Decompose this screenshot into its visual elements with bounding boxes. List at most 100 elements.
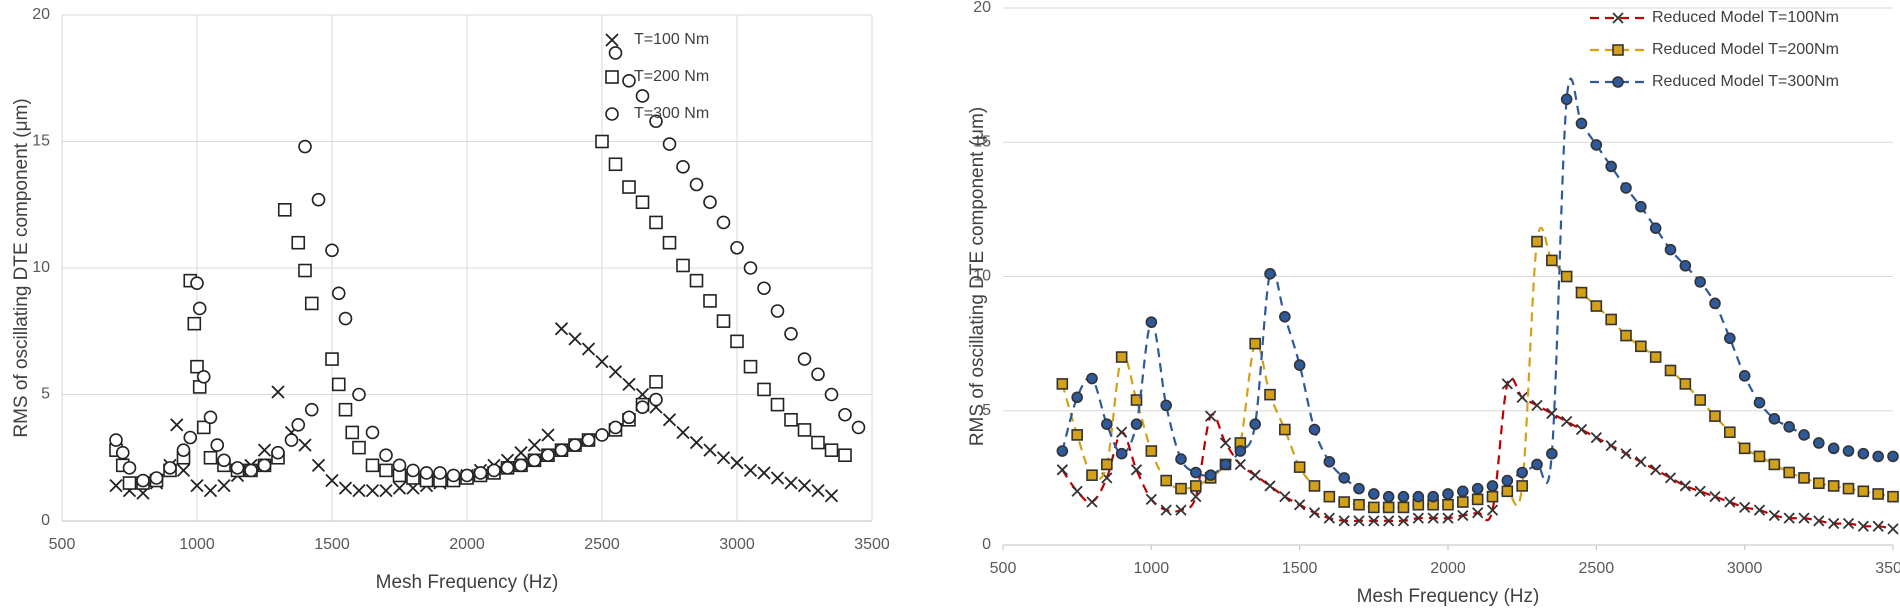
marker-circle: [797, 352, 812, 366]
marker-square: [1694, 394, 1706, 406]
marker-x: [608, 365, 623, 379]
marker-circle: [824, 387, 839, 402]
marker-circle: [770, 304, 785, 318]
marker-circle: [1427, 490, 1439, 503]
marker-x: [1264, 480, 1276, 492]
x-tick-label: 3500: [1875, 560, 1900, 577]
marker-square: [1857, 485, 1870, 498]
marker-square: [716, 314, 731, 328]
marker-x: [1353, 515, 1365, 527]
marker-circle: [1887, 450, 1899, 463]
x-tick-label: 2000: [449, 536, 485, 553]
legend-label: T=300 Nm: [634, 105, 709, 122]
marker-circle: [1501, 474, 1514, 487]
marker-x: [1160, 504, 1172, 516]
marker-x: [1457, 509, 1469, 522]
marker-circle: [338, 311, 353, 326]
marker-square: [1516, 480, 1528, 492]
marker-circle: [1753, 396, 1766, 409]
marker-circle: [1798, 429, 1810, 441]
marker-circle: [1204, 469, 1217, 481]
marker-x: [689, 435, 704, 450]
marker-x: [1739, 501, 1751, 514]
marker-x: [1828, 517, 1840, 530]
marker-circle: [605, 107, 619, 121]
marker-circle: [1516, 466, 1528, 479]
marker-circle: [230, 461, 245, 475]
marker-x: [605, 33, 619, 47]
marker-square: [1531, 235, 1543, 248]
marker-circle: [838, 407, 852, 422]
marker-circle: [1531, 458, 1543, 471]
legend-label: Reduced Model T=300Nm: [1652, 73, 1839, 90]
marker-square: [1071, 429, 1083, 441]
marker-circle: [365, 425, 380, 440]
marker-x: [770, 471, 785, 485]
marker-circle: [1101, 418, 1113, 430]
marker-x: [1279, 491, 1291, 503]
marker-circle: [1368, 488, 1380, 500]
marker-circle: [1635, 200, 1647, 213]
marker-circle: [1353, 482, 1365, 495]
marker-square: [1724, 426, 1736, 439]
marker-x: [514, 446, 528, 460]
marker-x: [797, 478, 812, 493]
marker-circle: [581, 433, 596, 447]
marker-x: [1397, 515, 1410, 527]
marker-circle: [1783, 421, 1795, 433]
marker-circle: [1709, 297, 1721, 310]
marker-circle: [176, 443, 191, 457]
x-tick-label: 500: [49, 536, 76, 553]
marker-circle: [1768, 413, 1781, 425]
marker-x: [662, 413, 677, 427]
marker-square: [1368, 501, 1380, 514]
marker-x: [541, 428, 555, 442]
y-tick-label: 10: [973, 268, 991, 285]
marker-x: [1620, 448, 1632, 460]
marker-circle: [1130, 418, 1143, 430]
marker-circle: [1323, 455, 1336, 468]
x-tick-label: 1500: [314, 536, 350, 553]
marker-circle: [784, 326, 798, 341]
marker-circle: [460, 468, 474, 483]
marker-square: [649, 215, 663, 230]
marker-x: [1650, 464, 1662, 476]
x-axis-title: Mesh Frequency (Hz): [1357, 586, 1540, 607]
marker-square: [1679, 378, 1692, 390]
marker-x: [190, 478, 204, 493]
marker-circle: [406, 463, 420, 478]
marker-x: [1308, 507, 1321, 519]
marker-square: [1457, 496, 1469, 508]
marker-square: [325, 352, 339, 366]
y-tick-label: 5: [41, 386, 50, 403]
marker-x: [1531, 399, 1543, 412]
marker-square: [1323, 490, 1336, 503]
marker-square: [187, 316, 202, 331]
marker-circle: [635, 89, 650, 103]
marker-circle: [1293, 359, 1306, 371]
marker-circle: [1264, 268, 1276, 280]
marker-square: [1753, 450, 1766, 463]
marker-square: [605, 70, 619, 84]
marker-circle: [1694, 276, 1706, 288]
marker-square: [1783, 466, 1795, 479]
marker-x: [1086, 496, 1098, 508]
marker-square: [1397, 501, 1410, 514]
marker-square: [784, 412, 798, 427]
marker-x: [1679, 480, 1691, 492]
marker-x: [554, 322, 569, 336]
marker-x: [1294, 499, 1306, 511]
legend-label: T=100 Nm: [634, 31, 709, 48]
marker-circle: [244, 463, 258, 478]
marker-circle: [163, 461, 177, 475]
marker-square: [811, 435, 825, 450]
marker-circle: [1738, 370, 1751, 382]
marker-x: [1412, 512, 1424, 524]
marker-square: [676, 258, 690, 273]
marker-circle: [1679, 259, 1692, 272]
marker-x: [365, 484, 380, 498]
marker-square: [730, 334, 744, 349]
marker-square: [1842, 482, 1855, 495]
marker-x: [1175, 504, 1187, 516]
marker-square: [1190, 480, 1202, 492]
